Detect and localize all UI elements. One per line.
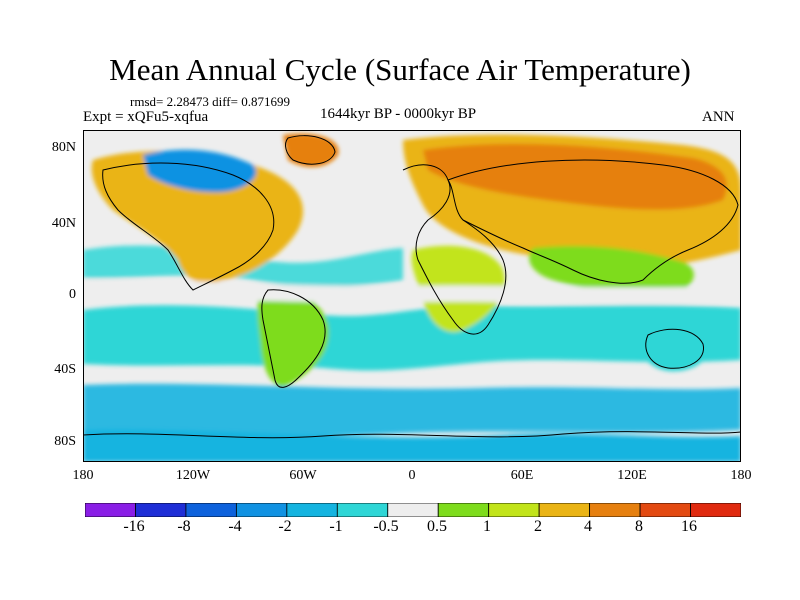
map-frame (83, 130, 741, 462)
lon-label-0: 0 (408, 468, 416, 483)
colorbar-swatch (538, 503, 591, 517)
coastline-north-america (102, 162, 275, 291)
coastline-africa-europe (402, 164, 507, 335)
colorbar-swatch (589, 503, 641, 517)
lon-label-60w: 60W (289, 468, 317, 483)
experiment-label: Expt = xQFu5-xqfua (83, 109, 209, 125)
field-greenland (283, 133, 339, 167)
coastline-asia (447, 159, 739, 284)
colorbar-swatch (639, 503, 691, 517)
field-canada-cold (143, 149, 257, 193)
colorbar-label: -1 (329, 518, 343, 535)
field-band-tropical-south (83, 305, 741, 371)
field-eurasia-hot (423, 143, 727, 210)
lat-label-40n: 40N (51, 216, 76, 231)
colorbar-swatch (336, 503, 389, 517)
colorbar (85, 503, 741, 517)
colorbar-label: 16 (681, 518, 697, 535)
period-label: 1644kyr BP - 0000kyr BP (320, 106, 477, 122)
coastline-australia (645, 328, 704, 369)
colorbar-swatch (387, 503, 439, 517)
colorbar-swatch (690, 503, 741, 517)
colorbar-swatch (135, 503, 187, 517)
lat-label-40s: 40S (54, 362, 76, 377)
plot-title: Mean Annual Cycle (Surface Air Temperatu… (109, 52, 691, 87)
colorbar-label: -4 (228, 518, 242, 535)
lon-label-180e: 180 (730, 468, 752, 483)
season-label: ANN (702, 109, 735, 125)
field-asia-south-warm (529, 245, 694, 293)
colorbar-label: -16 (123, 518, 145, 535)
lat-label-80s: 80S (54, 434, 76, 449)
colorbar-label: -2 (278, 518, 292, 535)
colorbar-label: 1 (483, 518, 491, 535)
field-tropic-warm-strip (83, 279, 741, 304)
colorbar-label: -0.5 (373, 518, 399, 535)
lat-label-0: 0 (69, 287, 76, 302)
colorbar-label: 2 (534, 518, 542, 535)
colorbar-swatch (235, 503, 288, 517)
colorbar-swatch (437, 503, 490, 517)
rmsd-diff-stats: rmsd= 2.28473 diff= 0.871699 (130, 94, 290, 109)
field-band-southern-ocean (83, 383, 741, 436)
field-south-america (257, 289, 329, 387)
colorbar-swatch (185, 503, 237, 517)
colorbar-label: 8 (635, 518, 643, 535)
lon-label-120e: 120E (617, 468, 647, 483)
lat-label-80n: 80N (51, 140, 76, 155)
colorbar-swatch (85, 503, 136, 517)
coastline-south-america (261, 289, 326, 388)
field-australia (639, 325, 709, 372)
colorbar-label: 4 (584, 518, 592, 535)
coastline-greenland (285, 135, 336, 165)
lon-label-180w: 180 (72, 468, 94, 483)
lon-label-60e: 60E (510, 468, 534, 483)
lon-label-120w: 120W (175, 468, 211, 483)
coastline-antarctica (83, 431, 741, 439)
temperature-anomaly-map (83, 130, 741, 462)
colorbar-label: -8 (177, 518, 191, 535)
colorbar-label: 0.5 (427, 518, 447, 535)
colorbar-swatch (488, 503, 540, 517)
colorbar-swatch (286, 503, 338, 517)
